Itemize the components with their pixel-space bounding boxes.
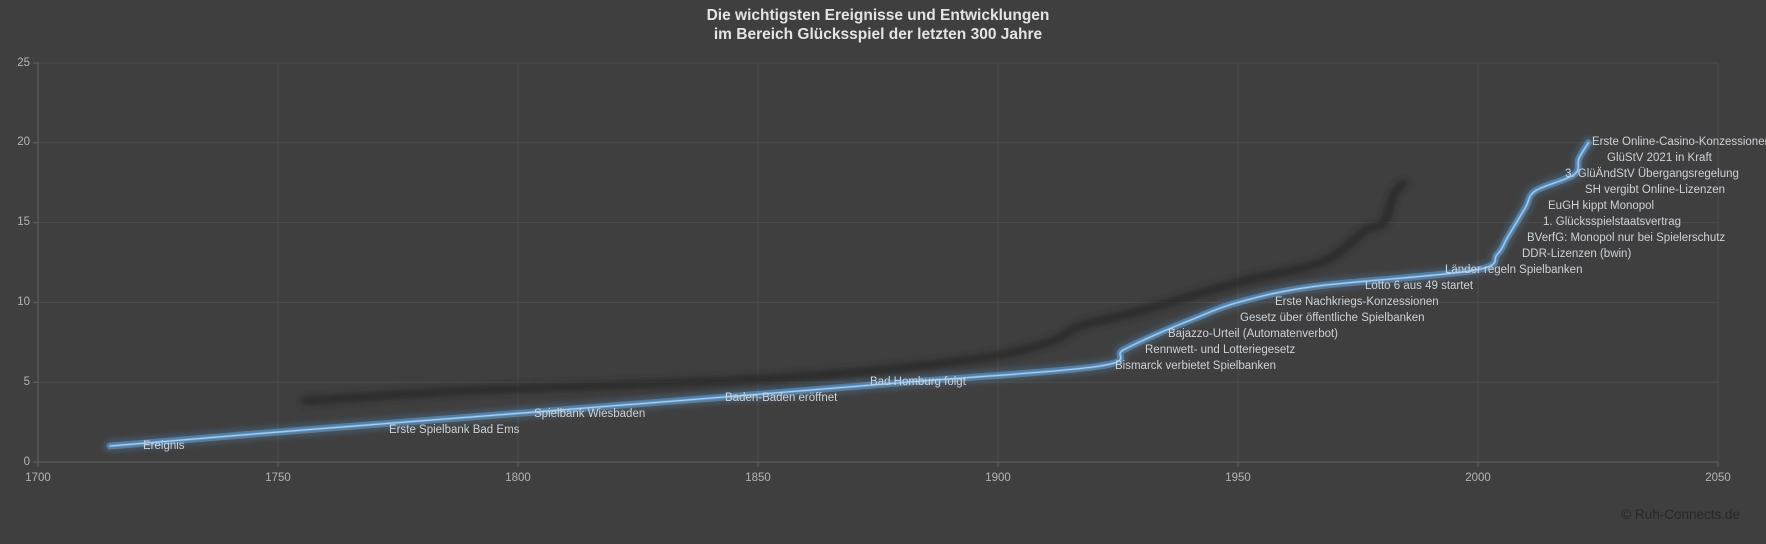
event-label-3: Spielbank Wiesbaden bbox=[534, 407, 646, 420]
chart-title: Die wichtigsten Ereignisse und Entwicklu… bbox=[38, 6, 1718, 44]
event-label-8: Bajazzo-Urteil (Automatenverbot) bbox=[1168, 327, 1339, 340]
x-tick-label-1900: 1900 bbox=[985, 472, 1011, 484]
axis-lines bbox=[33, 62, 1719, 467]
y-tick-label-10: 10 bbox=[17, 295, 30, 308]
event-label-20: Erste Online-Casino-Konzessionen bbox=[1592, 136, 1766, 149]
y-tick-label-15: 15 bbox=[17, 216, 30, 229]
y-tick-label-5: 5 bbox=[23, 375, 30, 388]
timeline-line bbox=[103, 135, 1596, 454]
event-label-9: Gesetz über öffentliche Spielbanken bbox=[1240, 311, 1425, 324]
event-label-1: Ereignis bbox=[143, 439, 185, 452]
event-label-5: Bad Homburg folgt bbox=[870, 375, 966, 388]
x-tick-label-1800: 1800 bbox=[505, 472, 531, 484]
x-tick-label-1950: 1950 bbox=[1225, 472, 1251, 484]
event-label-15: 1. Glücksspielstaatsvertrag bbox=[1543, 216, 1682, 229]
event-label-10: Erste Nachkriegs-Konzessionen bbox=[1275, 295, 1439, 308]
event-label-6: Bismarck verbietet Spielbanken bbox=[1115, 359, 1277, 372]
event-label-13: DDR-Lizenzen (bwin) bbox=[1522, 248, 1632, 261]
chart-title-line1: Die wichtigsten Ereignisse und Entwicklu… bbox=[706, 7, 1050, 24]
x-tick-label-1850: 1850 bbox=[745, 472, 771, 484]
event-label-16: EuGH kippt Monopol bbox=[1548, 200, 1655, 213]
y-tick-label-20: 20 bbox=[17, 136, 30, 149]
event-label-19: GlüStV 2021 in Kraft bbox=[1607, 152, 1712, 165]
y-tick-label-0: 0 bbox=[23, 455, 30, 468]
x-tick-label-1700: 1700 bbox=[25, 472, 51, 484]
event-label-11: Lotto 6 aus 49 startet bbox=[1365, 279, 1474, 292]
x-tick-label-1750: 1750 bbox=[265, 472, 291, 484]
event-label-12: Länder regeln Spielbanken bbox=[1445, 263, 1583, 276]
event-label-4: Baden-Baden eröffnet bbox=[725, 391, 838, 404]
y-tick-label-25: 25 bbox=[17, 56, 30, 69]
gridlines bbox=[38, 62, 1719, 462]
event-label-18: 3. GlüÄndStV Übergangsregelung bbox=[1565, 168, 1739, 181]
event-label-7: Rennwett- und Lotteriegesetz bbox=[1145, 343, 1296, 356]
event-label-17: SH vergibt Online-Lizenzen bbox=[1585, 184, 1725, 197]
x-tick-label-2050: 2050 bbox=[1705, 472, 1731, 484]
chart-title-line2: im Bereich Glücksspiel der letzten 300 J… bbox=[713, 26, 1043, 43]
event-label-14: BVerfG: Monopol nur bei Spielerschutz bbox=[1527, 232, 1726, 245]
copyright-text: © Ruh-Connects.de bbox=[1621, 507, 1740, 522]
timeline-shadow bbox=[301, 179, 1408, 405]
event-label-2: Erste Spielbank Bad Ems bbox=[389, 423, 520, 436]
x-tick-label-2000: 2000 bbox=[1465, 472, 1491, 484]
